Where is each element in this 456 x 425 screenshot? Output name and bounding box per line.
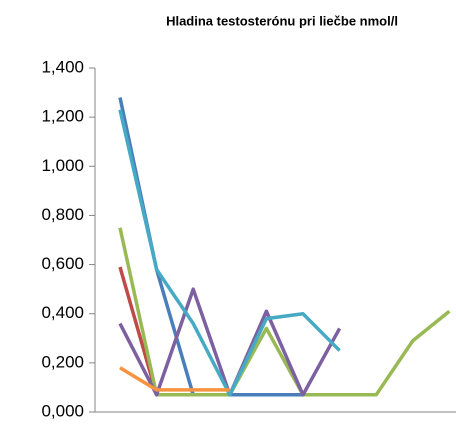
y-tick-label: 0,400 bbox=[41, 303, 84, 322]
y-tick-label: 1,400 bbox=[41, 57, 84, 76]
y-tick-label: 0,800 bbox=[41, 205, 84, 224]
y-tick-label: 0,000 bbox=[41, 401, 84, 420]
series-line bbox=[119, 366, 230, 392]
series-line bbox=[118, 109, 341, 397]
y-tick-label: 0,600 bbox=[41, 254, 84, 273]
y-tick-label: 1,000 bbox=[41, 156, 84, 175]
chart-title: Hladina testosterónu pri liečbe nmol/l bbox=[166, 13, 398, 28]
y-tick-label: 0,200 bbox=[41, 352, 84, 371]
y-tick-label: 1,200 bbox=[41, 107, 84, 126]
series-line bbox=[118, 227, 451, 397]
